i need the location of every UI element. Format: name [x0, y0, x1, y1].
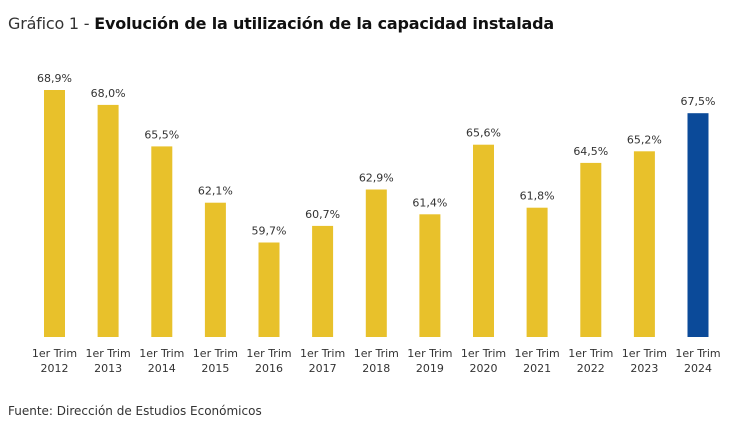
category-label-2016: 1er Trim 2016	[246, 347, 291, 375]
bar-2012	[44, 90, 65, 337]
bar-2014	[151, 146, 173, 337]
category-label-2020: 1er Trim 2020	[461, 347, 506, 375]
source-note: Fuente: Dirección de Estudios Económicos	[8, 404, 262, 418]
value-label-2020: 65,6%	[466, 127, 501, 140]
value-label-2013: 68,0%	[91, 87, 126, 100]
category-label-2024: 1er Trim 2024	[675, 347, 720, 375]
bar-2023	[633, 151, 655, 337]
category-label-2017: 1er Trim 2017	[300, 347, 345, 375]
value-label-2014: 65,5%	[144, 128, 179, 141]
bar-2015	[204, 202, 226, 337]
value-label-2012: 68,9%	[37, 72, 72, 85]
category-label-2012: 1er Trim 2012	[32, 347, 77, 375]
value-label-2019: 61,4%	[412, 196, 447, 209]
category-label-2023: 1er Trim 2023	[622, 347, 667, 375]
value-label-2022: 64,5%	[573, 145, 608, 158]
bar-2018	[365, 189, 387, 337]
value-label-2021: 61,8%	[520, 190, 555, 203]
bar-2019	[419, 214, 441, 337]
category-label-2013: 1er Trim 2013	[86, 347, 131, 375]
bar-2021	[526, 207, 548, 337]
bar-2022	[580, 162, 602, 337]
category-label-2018: 1er Trim 2018	[354, 347, 399, 375]
value-label-2017: 60,7%	[305, 208, 340, 221]
value-label-2016: 59,7%	[252, 225, 287, 238]
bar-2024	[687, 113, 709, 337]
bar-2016	[258, 242, 280, 337]
value-label-2015: 62,1%	[198, 185, 233, 198]
chart-title-main: Evolución de la utilización de la capaci…	[94, 14, 554, 33]
chart-title: Gráfico 1 - Evolución de la utilización …	[8, 14, 554, 33]
chart-title-prefix: Gráfico 1 -	[8, 14, 95, 33]
category-label-2019: 1er Trim 2019	[407, 347, 452, 375]
bar-2013	[97, 104, 119, 338]
bar-chart: 68,9% 1er Trim 2012 68,0% 1er Trim 2013 65,5% 1…	[32, 72, 721, 375]
category-label-2015: 1er Trim 2015	[193, 347, 238, 375]
category-label-2021: 1er Trim 2021	[515, 347, 560, 375]
category-label-2014: 1er Trim 2014	[139, 347, 184, 375]
value-label-2024: 67,5%	[681, 95, 716, 108]
category-label-2022: 1er Trim 2022	[568, 347, 613, 375]
value-label-2023: 65,2%	[627, 133, 662, 146]
value-label-2018: 62,9%	[359, 172, 394, 185]
bar-2017	[312, 225, 334, 337]
bar-2020	[473, 144, 494, 337]
